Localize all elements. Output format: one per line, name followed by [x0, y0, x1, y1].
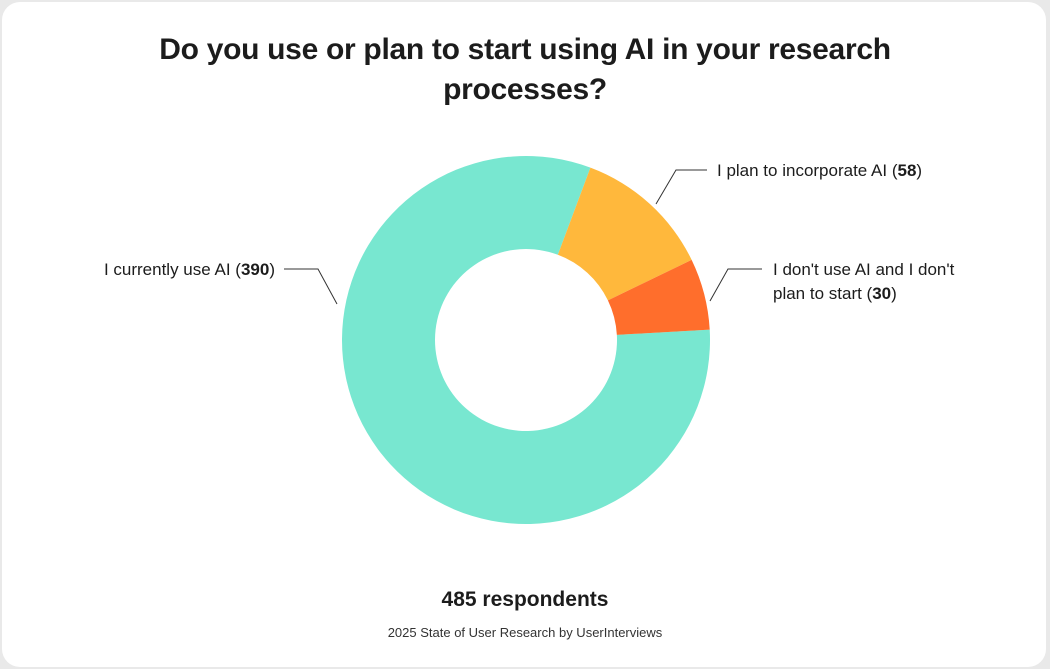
label-dont-line2: plan to start (30)	[773, 284, 897, 303]
chart-title: Do you use or plan to start using AI in …	[159, 33, 891, 106]
label-plan: I plan to incorporate AI (58)	[717, 161, 922, 180]
slice-currently-use	[341, 156, 710, 524]
leader-line-plan	[655, 169, 707, 205]
source-credit: 2025 State of User Research by UserInter…	[387, 625, 663, 640]
donut-slices	[341, 156, 710, 524]
slice-plan-to-incorporate	[557, 167, 692, 301]
leader-line-current	[284, 268, 338, 305]
label-dont-line1: I don't use AI and I don't	[773, 260, 955, 279]
slice-dont-use	[607, 259, 710, 335]
label-current: I currently use AI (390)	[104, 260, 275, 279]
leader-line-dont	[709, 268, 762, 302]
respondents-count: 485 respondents	[441, 588, 609, 611]
